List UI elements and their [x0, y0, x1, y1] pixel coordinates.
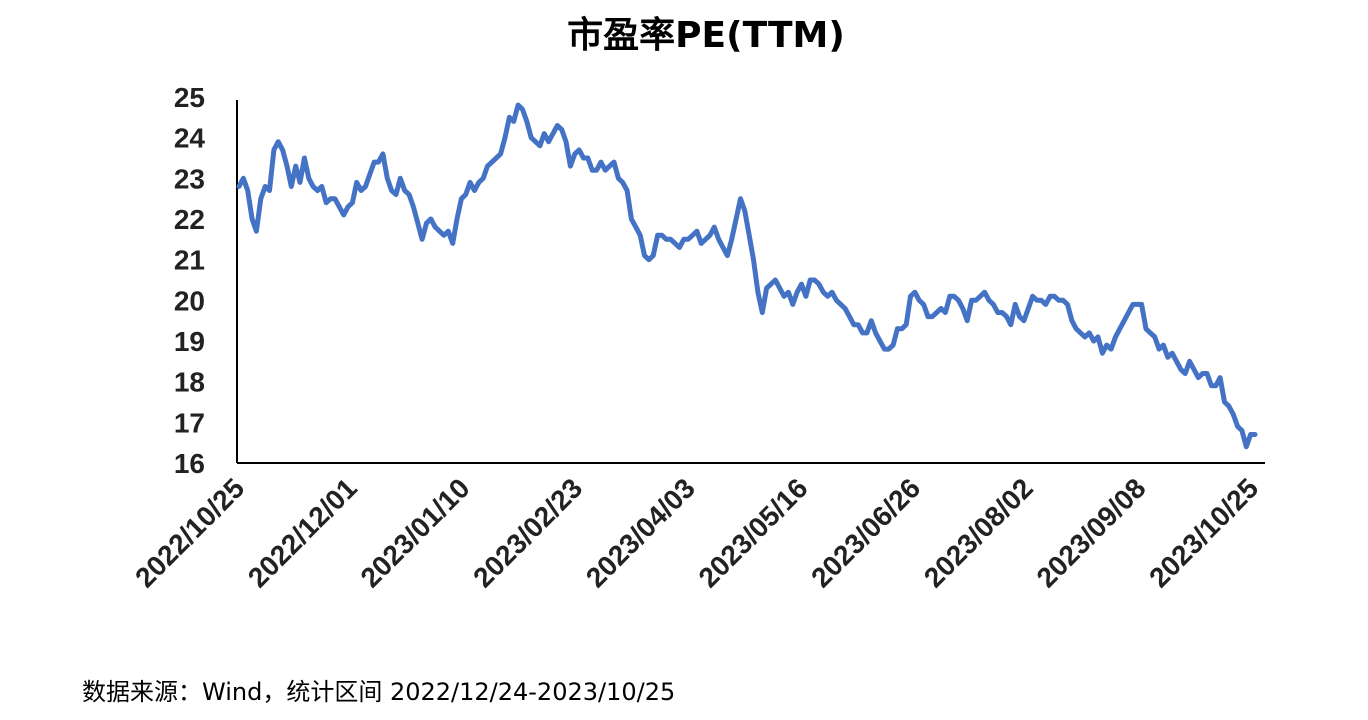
y-tick-label: 22 — [174, 204, 205, 235]
y-tick-label: 16 — [174, 448, 205, 479]
x-tick-label: 2023/01/10 — [355, 472, 476, 593]
y-tick-label: 25 — [174, 82, 205, 113]
y-tick-label: 20 — [174, 285, 205, 316]
y-tick-label: 24 — [174, 123, 206, 154]
x-axis-tick-labels: 2022/10/252022/12/012023/01/102023/02/23… — [129, 472, 1264, 593]
y-tick-label: 21 — [174, 245, 205, 276]
pe-ttm-line — [236, 102, 1258, 450]
x-tick-label: 2023/09/08 — [1031, 472, 1152, 593]
x-tick-label: 2023/06/26 — [805, 472, 926, 593]
x-tick-label: 2023/08/02 — [918, 472, 1039, 593]
x-tick-label: 2022/12/01 — [242, 472, 363, 593]
y-tick-label: 18 — [174, 367, 205, 398]
x-tick-label: 2023/04/03 — [580, 472, 701, 593]
x-tick-label: 2022/10/25 — [129, 472, 250, 593]
x-tick-label: 2023/02/23 — [467, 472, 588, 593]
x-tick-label: 2023/10/25 — [1143, 472, 1264, 593]
y-tick-label: 19 — [174, 326, 205, 357]
pe-line-chart: 25 24 23 22 21 20 19 18 17 16 2022/10/252022/12/0… — [129, 82, 1265, 593]
x-tick-label: 2023/05/16 — [693, 472, 814, 593]
y-axis-tick-labels: 25 24 23 22 21 20 19 18 17 16 — [174, 82, 206, 479]
source-note: 数据来源：Wind，统计区间 2022/12/24-2023/10/25 — [82, 678, 676, 706]
y-tick-label: 23 — [174, 163, 205, 194]
y-tick-label: 17 — [174, 407, 205, 438]
chart-title: 市盈率PE(TTM) — [567, 15, 845, 56]
